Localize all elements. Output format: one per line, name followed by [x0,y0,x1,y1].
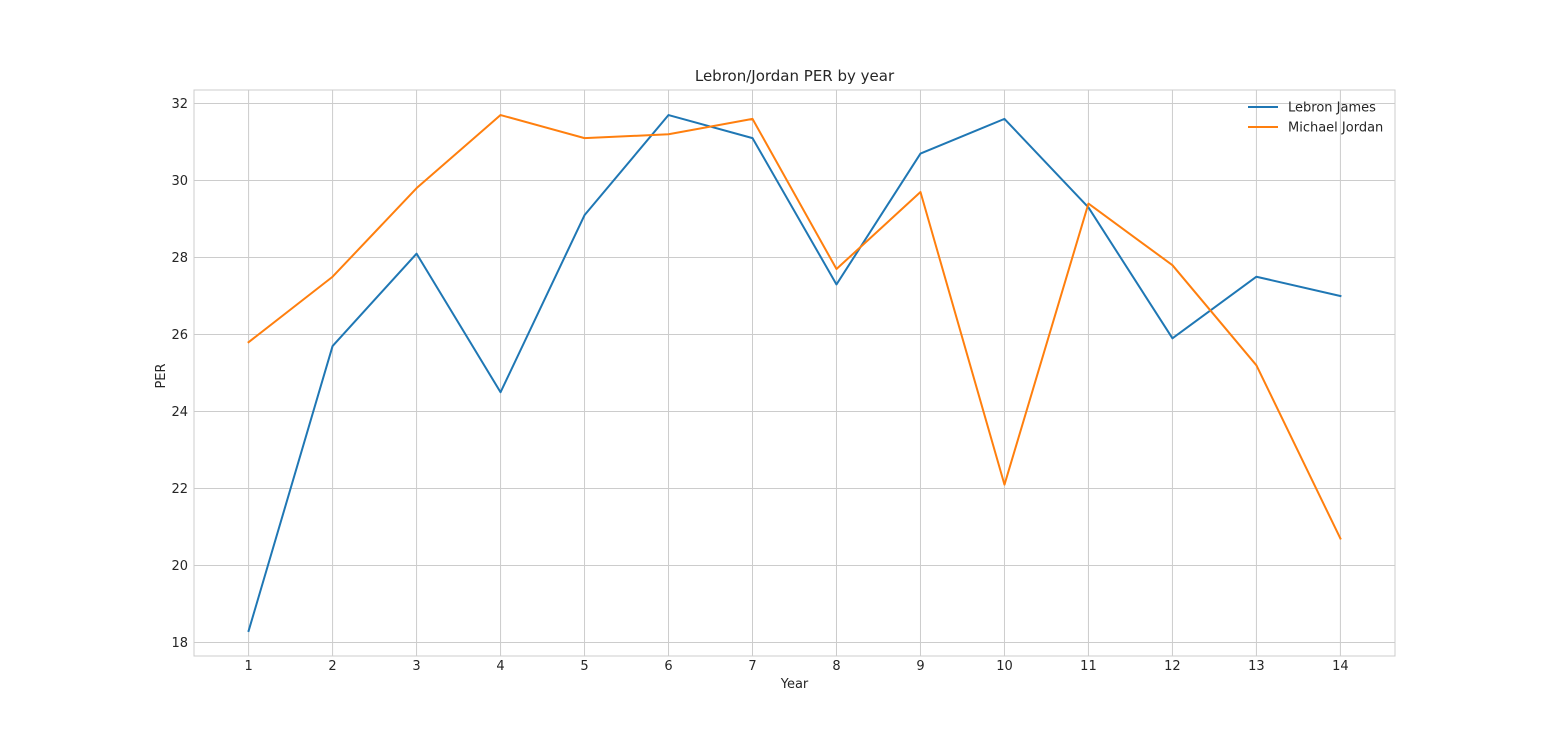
y-axis-ticks: 18 20 22 24 26 28 30 32 [171,97,188,651]
series [247,114,1342,633]
y-tick-label: 26 [171,328,188,343]
x-tick-label: 7 [748,659,756,674]
x-tick-label: 1 [244,659,252,674]
x-tick-label: 14 [1332,659,1349,674]
x-tick-label: 5 [580,659,588,674]
x-tick-label: 4 [496,659,504,674]
y-tick-label: 22 [171,482,188,497]
series-line-michael-jordan [247,114,1342,540]
x-tick-label: 13 [1248,659,1265,674]
y-axis-label: PER [154,363,169,388]
x-axis-ticks: 1 2 3 4 5 6 7 8 9 10 11 12 13 14 [244,659,1348,674]
x-tick-label: 2 [328,659,336,674]
x-tick-label: 10 [996,659,1013,674]
y-tick-label: 18 [171,636,188,651]
x-tick-label: 6 [664,659,672,674]
y-tick-label: 28 [171,251,188,266]
legend-label: Michael Jordan [1288,121,1383,136]
legend: Lebron James Michael Jordan [1248,101,1383,136]
x-tick-label: 12 [1164,659,1181,674]
plot-frame [193,89,1396,657]
grid [194,90,1395,656]
x-tick-label: 9 [916,659,924,674]
chart-title: Lebron/Jordan PER by year [695,67,895,85]
x-tick-label: 3 [412,659,420,674]
x-tick-label: 11 [1080,659,1097,674]
y-tick-label: 30 [171,174,188,189]
y-tick-label: 24 [171,405,188,420]
x-axis-label: Year [780,677,809,692]
y-tick-label: 32 [171,97,188,112]
series-line-lebron-james [247,114,1342,633]
y-tick-label: 20 [171,559,188,574]
x-tick-label: 8 [832,659,840,674]
legend-label: Lebron James [1288,101,1376,116]
